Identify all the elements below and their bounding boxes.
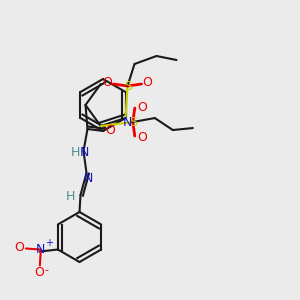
Text: H: H: [71, 146, 80, 158]
Text: H: H: [66, 190, 75, 202]
Text: N: N: [123, 116, 132, 130]
Text: S: S: [129, 116, 137, 128]
Text: O: O: [142, 76, 152, 89]
Text: N: N: [80, 146, 89, 158]
Text: O: O: [103, 76, 112, 89]
Text: O: O: [137, 100, 147, 113]
Text: N: N: [36, 243, 46, 256]
Text: O: O: [34, 266, 44, 279]
Text: -: -: [45, 266, 49, 275]
Text: +: +: [45, 238, 53, 248]
Text: O: O: [106, 124, 116, 137]
Text: N: N: [84, 172, 93, 184]
Text: O: O: [14, 241, 24, 254]
Text: O: O: [137, 130, 147, 143]
Text: S: S: [124, 80, 133, 92]
